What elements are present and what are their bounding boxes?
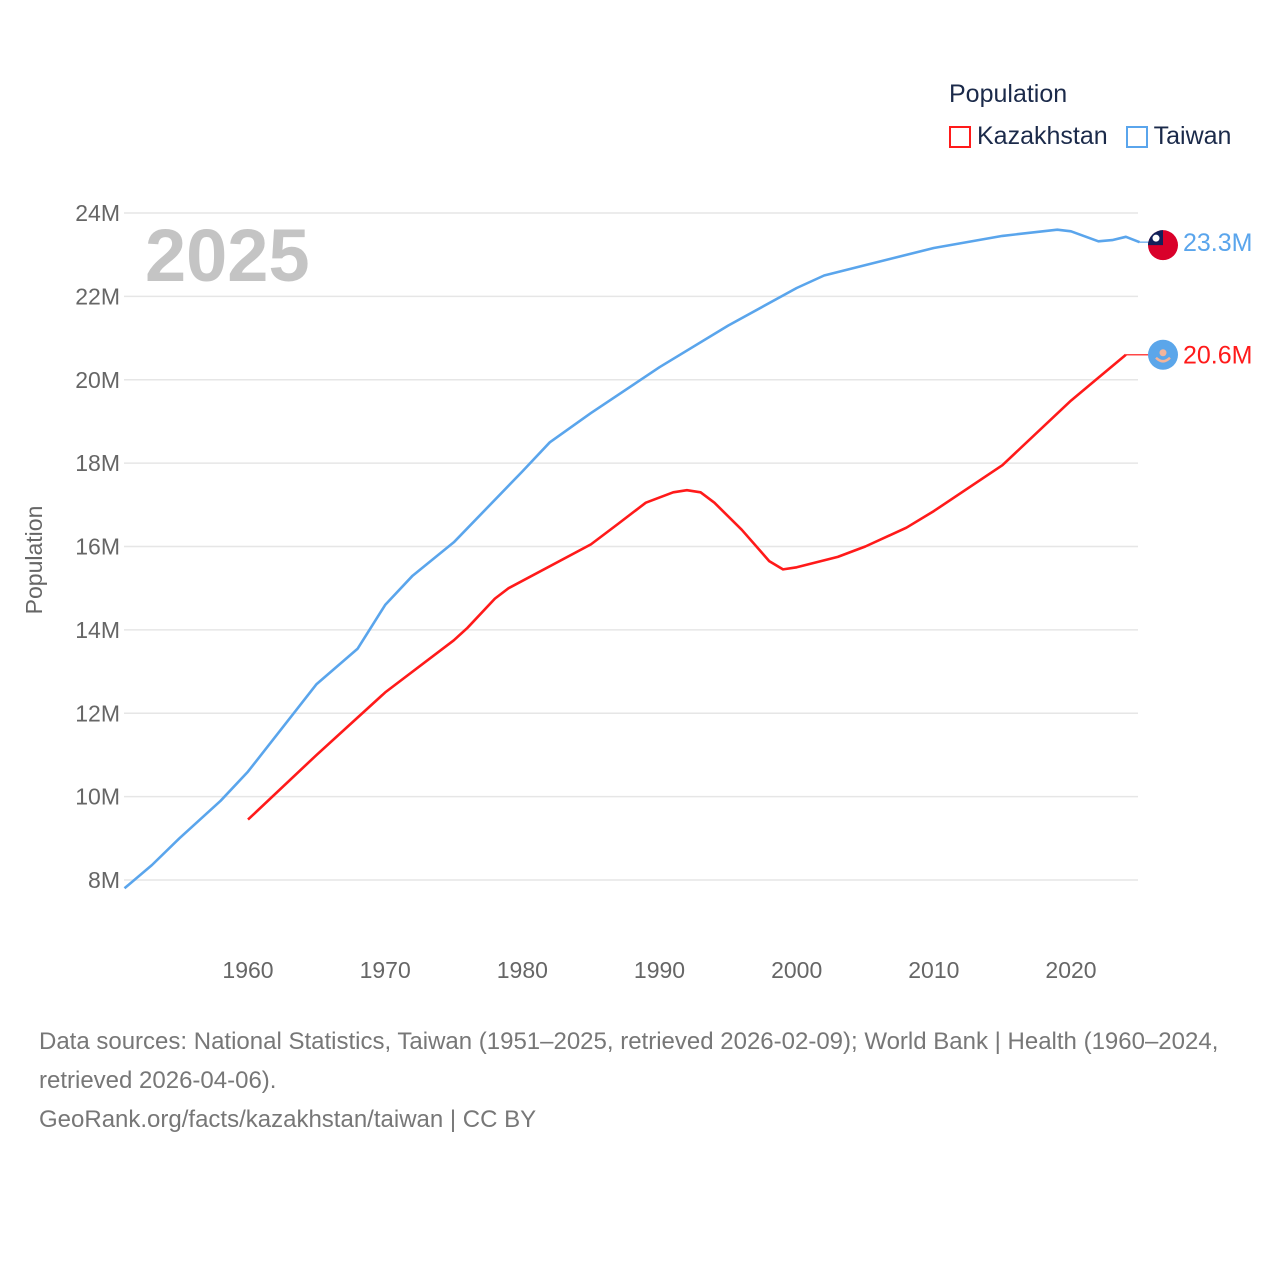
legend-swatch-taiwan [1125, 125, 1148, 148]
series-line-taiwan [123, 228, 1141, 890]
legend: Kazakhstan Taiwan [949, 122, 1231, 151]
legend-label: Kazakhstan [977, 122, 1108, 150]
kazakhstan-flag-sun [1159, 349, 1167, 357]
footer: Data sources: National Statistics, Taiwa… [39, 1022, 1249, 1139]
legend-item-taiwan[interactable]: Taiwan [1125, 122, 1232, 151]
y-tick-label: 24M [75, 200, 120, 226]
y-tick-label: 10M [75, 784, 120, 810]
x-tick-label: 2000 [771, 957, 822, 983]
legend-label: Taiwan [1153, 122, 1232, 150]
legend-title: Population [949, 80, 1068, 108]
x-tick-label: 2020 [1045, 957, 1096, 983]
x-tick-label: 1990 [634, 957, 685, 983]
end-label-kazakhstan: 20.6M [1183, 342, 1252, 370]
data-sources: Data sources: National Statistics, Taiwa… [39, 1028, 1219, 1094]
x-tick-label: 2010 [908, 957, 959, 983]
y-tick-label: 16M [75, 534, 120, 560]
x-tick-label: 1970 [360, 957, 411, 983]
x-tick-label: 1960 [222, 957, 273, 983]
kazakhstan-flag-eagle [1155, 356, 1171, 363]
credit-link[interactable]: GeoRank.org/facts/kazakhstan/taiwan | CC… [39, 1106, 537, 1133]
x-tick-label: 1980 [497, 957, 548, 983]
legend-swatch-kazakhstan [949, 125, 971, 148]
legend-item-kazakhstan[interactable]: Kazakhstan [949, 122, 1108, 151]
y-tick-label: 14M [75, 617, 120, 643]
series-line-kazakhstan [247, 353, 1127, 821]
y-tick-label: 20M [75, 367, 120, 393]
end-label-taiwan: 23.3M [1183, 229, 1252, 257]
taiwan-flag-sun [1152, 234, 1160, 242]
year-label: 2025 [145, 214, 310, 297]
y-axis-label: Population [21, 506, 47, 615]
y-tick-label: 12M [75, 700, 120, 726]
y-tick-label: 18M [75, 450, 120, 476]
y-tick-label: 22M [75, 283, 120, 309]
y-tick-label: 8M [88, 867, 120, 893]
